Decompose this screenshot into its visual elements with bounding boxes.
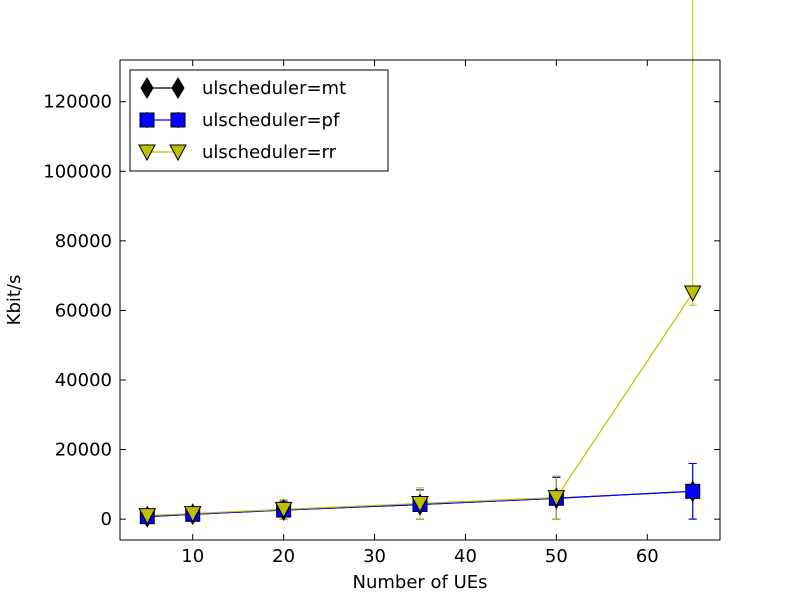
y-tick-label-3: 60000 bbox=[55, 300, 112, 321]
legend-marker-left-1 bbox=[139, 112, 155, 128]
x-tick-label-1: 20 bbox=[272, 546, 295, 567]
plot-frame bbox=[119, 59, 721, 541]
x-tick-label-5: 60 bbox=[636, 546, 659, 567]
legend: ulscheduler=mt ulscheduler=pf ulscheduler=… bbox=[129, 69, 389, 172]
y-tick-label-1: 20000 bbox=[55, 440, 112, 461]
legend-marker-right-2 bbox=[169, 144, 187, 162]
x-axis-title: Number of UEs bbox=[352, 572, 487, 593]
legend-label-1: ulscheduler=pf bbox=[202, 110, 340, 131]
x-tick-label-3: 40 bbox=[454, 546, 477, 567]
series-layer bbox=[138, 0, 702, 528]
x-tick-label-0: 10 bbox=[181, 546, 204, 567]
data-point-2-5 bbox=[683, 285, 702, 303]
y-axis-title: Kbit/s bbox=[4, 275, 25, 326]
series-line-2 bbox=[147, 292, 694, 517]
x-tick-label-4: 50 bbox=[545, 546, 568, 567]
legend-marker-right-1 bbox=[170, 112, 186, 128]
data-point-2-4 bbox=[547, 490, 566, 507]
y-tick-label-5: 100000 bbox=[43, 161, 112, 182]
legend-label-0: ulscheduler=mt bbox=[202, 78, 346, 99]
data-point-2-0 bbox=[138, 508, 157, 525]
legend-marker-right-0 bbox=[171, 77, 185, 99]
series-line-1 bbox=[147, 490, 693, 518]
y-tick-label-4: 80000 bbox=[55, 231, 112, 252]
y-tick-label-6: 120000 bbox=[43, 92, 112, 113]
legend-label-2: ulscheduler=rr bbox=[202, 142, 337, 163]
y-tick-label-2: 40000 bbox=[55, 370, 112, 391]
legend-marker-left-0 bbox=[140, 77, 154, 99]
y-tick-label-0: 0 bbox=[101, 509, 112, 530]
data-point-2-2 bbox=[274, 501, 293, 519]
x-tick-label-2: 30 bbox=[363, 546, 386, 567]
data-point-1-5 bbox=[685, 483, 701, 499]
ticks-layer: 10 20 30 40 50 60 0 20000 40000 60000 80000 100000 1… bbox=[43, 60, 720, 567]
data-point-2-3 bbox=[411, 495, 429, 513]
data-point-2-1 bbox=[183, 506, 202, 523]
legend-marker-left-2 bbox=[138, 144, 156, 162]
